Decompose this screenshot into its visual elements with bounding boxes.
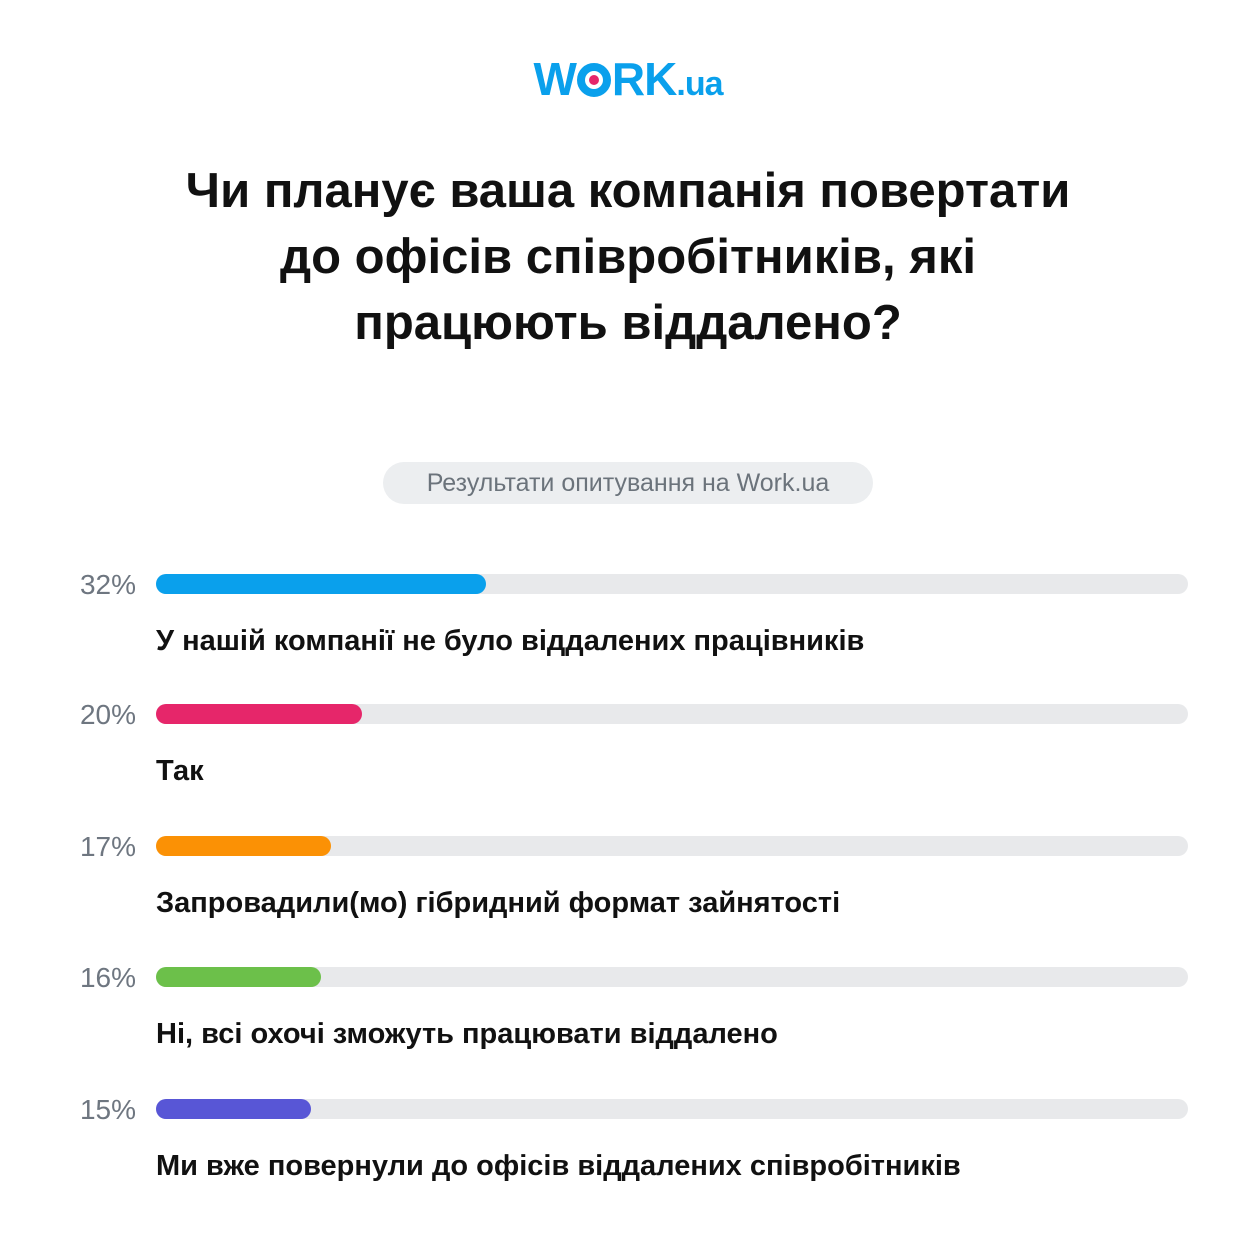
- survey-source-badge: Результати опитування на Work.ua: [383, 462, 873, 504]
- logo-target-icon: [576, 63, 611, 97]
- bar-value-label: 16%: [79, 962, 136, 993]
- bar-row: 20% Так: [0, 700, 1256, 824]
- bar-row: 16% Ні, всі охочі зможуть працювати відда…: [0, 963, 1256, 1087]
- bar-value-label: 17%: [79, 831, 136, 862]
- bar-value-label: 20%: [79, 699, 136, 730]
- bar-category-label: Ми вже повернули до офісів віддалених сп…: [156, 1150, 961, 1182]
- bar-fill: [156, 1099, 311, 1119]
- bar-category-label: Ні, всі охочі зможуть працювати віддален…: [156, 1018, 778, 1050]
- bar-category-label: Запровадили(мо) гібридний формат зайнято…: [156, 887, 841, 919]
- bar-row: 17% Запровадили(мо) гібридний формат зайн…: [0, 832, 1256, 956]
- chart-title: Чи планує ваша компанія повертати до офі…: [185, 164, 1071, 350]
- bar-track: [156, 704, 1188, 724]
- bar-fill: [156, 704, 363, 724]
- bar-fill: [156, 967, 322, 987]
- bar-row: 32% У нашій компанії не було віддалених п…: [0, 570, 1256, 694]
- bar-category-label: Так: [156, 755, 204, 787]
- bar-value-label: 15%: [79, 1094, 136, 1125]
- bar-track: [156, 1099, 1188, 1119]
- bar-category-label: У нашій компанії не було віддалених прац…: [156, 625, 865, 657]
- bar-row: 15% Ми вже повернули до офісів віддалених…: [0, 1095, 1256, 1219]
- bar-track: [156, 574, 1188, 594]
- bar-fill: [156, 574, 487, 594]
- bar-fill: [156, 836, 332, 856]
- bar-track: [156, 967, 1188, 987]
- bar-track: [156, 836, 1188, 856]
- work-ua-logo: W RK.ua: [533, 53, 724, 105]
- bar-value-label: 32%: [79, 569, 136, 600]
